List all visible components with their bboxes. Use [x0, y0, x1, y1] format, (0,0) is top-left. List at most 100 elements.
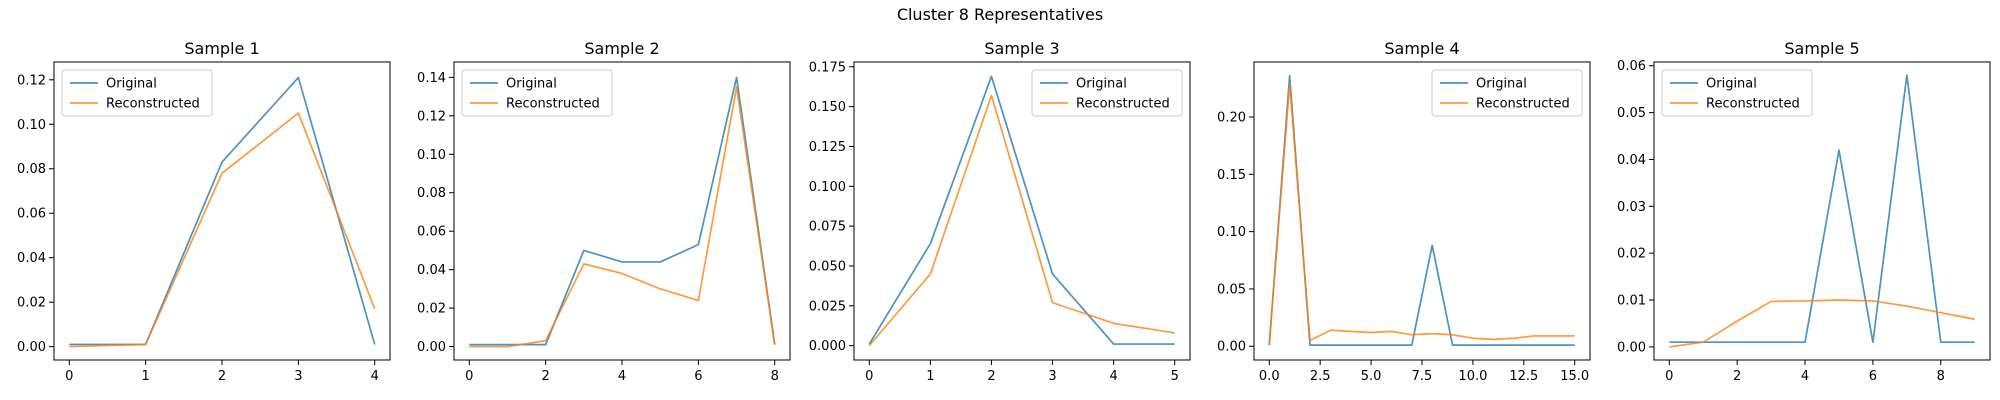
x-tick-label: 2	[541, 369, 549, 384]
x-tick-label: 4	[1109, 369, 1117, 384]
x-tick-label: 8	[771, 369, 779, 384]
x-tick-label: 2	[987, 369, 995, 384]
y-tick-label: 0.00	[17, 340, 46, 355]
chart-panel-1: Sample 1 0 1 2 3 4 0.00 0.02 0.04 0.06 0.08 0.10 0.1…	[17, 39, 391, 384]
figure-title: Cluster 8 Representatives	[897, 5, 1103, 24]
y-tick-label: 0.125	[809, 140, 846, 155]
legend-box	[1031, 69, 1183, 117]
series-line-original	[69, 76, 376, 346]
x-tick-label: 0	[1665, 369, 1673, 384]
panel-title: Sample 5	[1784, 39, 1859, 58]
x-tick-label: 4	[1801, 369, 1809, 384]
y-tick-label: 0.04	[417, 263, 446, 278]
series-line-original	[469, 76, 776, 346]
y-tick-label: 0.025	[809, 299, 846, 314]
y-tick-label: 0.20	[1217, 111, 1246, 126]
x-tick-label: 8	[1937, 369, 1945, 384]
y-tick-label: 0.10	[17, 118, 46, 133]
x-tick-label: 7.5	[1412, 369, 1433, 384]
x-tick-label: 6	[694, 369, 702, 384]
y-tick-label: 0.05	[1217, 282, 1246, 297]
series-line-reconstructed	[1268, 82, 1575, 345]
y-tick-label: 0.03	[1617, 200, 1646, 215]
plot-frame	[853, 61, 1191, 361]
y-tick-label: 0.10	[417, 148, 446, 163]
plot-frame	[1253, 61, 1591, 361]
x-tick-label: 1	[926, 369, 934, 384]
chart-panel-4: Sample 4 0.0 2.5 5.0 7.5 10.0 12.5 15.0 0.00 0.05…	[1217, 39, 1591, 384]
series-line-original	[868, 75, 1175, 345]
legend: Original Reconstructed	[61, 69, 213, 117]
plot-frame	[1653, 61, 1991, 361]
x-tick-label: 0	[865, 369, 873, 384]
y-tick-label: 0.12	[417, 109, 446, 124]
legend-label: Reconstructed	[1706, 97, 1800, 112]
y-tick-label: 0.02	[17, 296, 46, 311]
y-tick-label: 0.15	[1217, 168, 1246, 183]
y-tick-label: 0.08	[417, 186, 446, 201]
legend-box	[461, 69, 613, 117]
y-tick-label: 0.050	[809, 259, 846, 274]
legend-label: Original	[1476, 77, 1527, 92]
y-tick-label: 0.00	[417, 340, 446, 355]
chart-panels: Sample 10 1 2 3 40.000.020.040.060.080.100.1…	[17, 39, 1991, 384]
y-tick-label: 0.100	[809, 180, 846, 195]
x-tick-label: 2.5	[1310, 369, 1331, 384]
y-tick-label: 0.01	[1617, 294, 1646, 309]
legend: Original Reconstructed	[1431, 69, 1583, 117]
x-tick-label: 6	[1869, 369, 1877, 384]
y-tick-label: 0.175	[809, 60, 846, 75]
series-line-original	[1268, 74, 1575, 346]
y-tick-label: 0.04	[17, 251, 46, 266]
legend-label: Reconstructed	[506, 97, 600, 112]
x-tick-label: 1	[141, 369, 149, 384]
x-tick-label: 2	[1733, 369, 1741, 384]
series-line-reconstructed	[469, 86, 776, 348]
chart-panel-5: Sample 5 0 2 4 6 8 0.00 0.01 0.02 0.03 0.04 0.05 0.0…	[1617, 39, 1991, 384]
x-tick-label: 15.0	[1560, 369, 1589, 384]
y-tick-label: 0.000	[809, 339, 846, 354]
y-tick-label: 0.05	[1617, 106, 1646, 121]
legend-label: Original	[1076, 77, 1127, 92]
x-tick-label: 2	[218, 369, 226, 384]
x-tick-label: 4	[371, 369, 379, 384]
x-tick-label: 5.0	[1361, 369, 1382, 384]
x-tick-label: 5	[1171, 369, 1179, 384]
y-tick-label: 0.06	[17, 207, 46, 222]
y-tick-label: 0.10	[1217, 225, 1246, 240]
panel-title: Sample 2	[584, 39, 659, 58]
panel-title: Sample 1	[184, 39, 259, 58]
y-tick-label: 0.075	[809, 220, 846, 235]
y-tick-label: 0.06	[417, 225, 446, 240]
y-tick-label: 0.04	[1617, 153, 1646, 168]
plot-frame	[53, 61, 391, 361]
x-tick-label: 10.0	[1458, 369, 1487, 384]
legend-box	[1431, 69, 1583, 117]
y-tick-label: 0.06	[1617, 59, 1646, 74]
legend: Original Reconstructed	[1031, 69, 1183, 117]
y-tick-label: 0.02	[1617, 247, 1646, 262]
y-tick-label: 0.02	[417, 302, 446, 317]
x-tick-label: 0	[65, 369, 73, 384]
x-tick-label: 0.0	[1259, 369, 1280, 384]
x-tick-label: 3	[294, 369, 302, 384]
y-tick-label: 0.14	[417, 71, 446, 86]
legend-label: Reconstructed	[1476, 97, 1570, 112]
legend: Original Reconstructed	[1661, 69, 1813, 117]
y-tick-label: 0.12	[17, 73, 46, 88]
chart-panel-2: Sample 2 0 2 4 6 8 0.00 0.02 0.04 0.06 0.08 0.10 0.1…	[417, 39, 791, 384]
x-tick-label: 4	[618, 369, 626, 384]
legend-box	[1661, 69, 1813, 117]
y-tick-label: 0.08	[17, 162, 46, 177]
panel-title: Sample 4	[1384, 39, 1459, 58]
x-tick-label: 0	[465, 369, 473, 384]
legend-label: Reconstructed	[1076, 97, 1170, 112]
legend-label: Original	[506, 77, 557, 92]
legend: Original Reconstructed	[461, 69, 613, 117]
chart-panel-3: Sample 3 0 1 2 3 4 5 0.000 0.025 0.050 0.075 0.100 0…	[809, 39, 1191, 384]
x-tick-label: 12.5	[1509, 369, 1538, 384]
panel-title: Sample 3	[984, 39, 1059, 58]
plot-frame	[453, 61, 791, 361]
series-line-reconstructed	[1669, 299, 1975, 348]
